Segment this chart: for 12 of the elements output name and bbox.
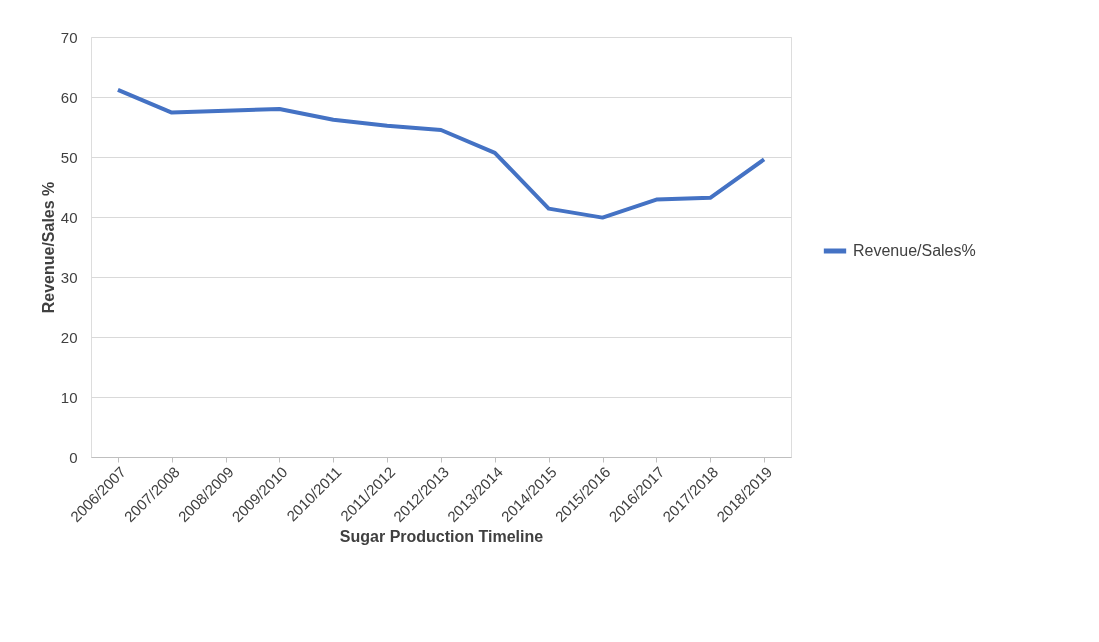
y-axis-title: Revenue/Sales % <box>39 181 57 314</box>
y-tick-label: 50 <box>60 148 78 166</box>
y-tick-label: 10 <box>60 388 78 406</box>
y-tick-label: 30 <box>60 268 78 286</box>
y-tick-label: 60 <box>60 88 78 106</box>
x-axis-title: Sugar Production Timeline <box>339 528 544 546</box>
y-tick-label: 20 <box>60 328 78 346</box>
y-tick-label: 0 <box>69 448 78 466</box>
y-tick-label: 40 <box>60 208 78 226</box>
legend-label: Revenue/Sales% <box>853 242 976 259</box>
line-series <box>115 87 767 220</box>
y-tick-label: 70 <box>60 28 78 46</box>
